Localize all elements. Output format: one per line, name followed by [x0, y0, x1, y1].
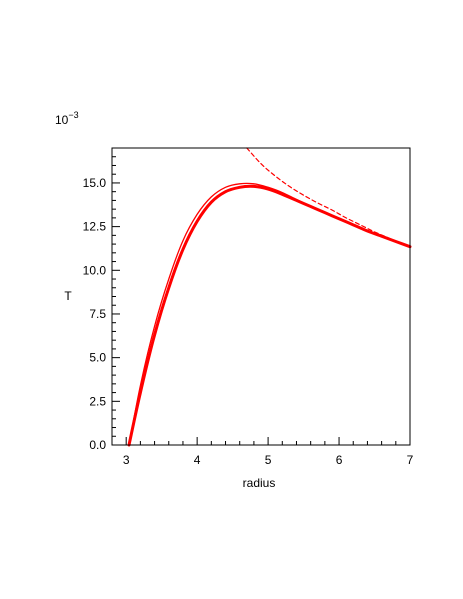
y-axis-label: T	[64, 289, 72, 303]
y-tick-label: 5.0	[89, 351, 106, 365]
series-line-1-thick-solid	[127, 184, 412, 447]
x-tick-label: 3	[123, 453, 130, 467]
tick-labels: 0.0 2.5 5.0 7.5 10.0 12.5 15.0 3 4 5 6 7	[83, 176, 414, 467]
y-tick-label: 7.5	[89, 307, 106, 321]
y-multiplier-label: 10−3	[55, 110, 79, 127]
plot-frame	[111, 147, 411, 446]
x-tick-label: 6	[336, 453, 343, 467]
y-tick-label: 12.5	[83, 220, 107, 234]
series-line-3-dashed	[246, 147, 411, 248]
x-tick-label: 7	[407, 453, 414, 467]
axis-ticks	[111, 147, 411, 446]
y-tick-label: 0.0	[89, 438, 106, 452]
x-tick-label: 5	[265, 453, 272, 467]
series-line-2-thin-solid	[128, 182, 411, 446]
plot-curves	[127, 147, 412, 447]
x-tick-label: 4	[194, 453, 201, 467]
y-tick-label: 10.0	[83, 263, 107, 277]
y-multiplier-exponent: −3	[68, 110, 78, 120]
x-axis-label: radius	[243, 476, 276, 490]
y-multiplier-base: 10	[55, 113, 69, 127]
y-tick-label: 2.5	[89, 394, 106, 408]
y-tick-label: 15.0	[83, 176, 107, 190]
